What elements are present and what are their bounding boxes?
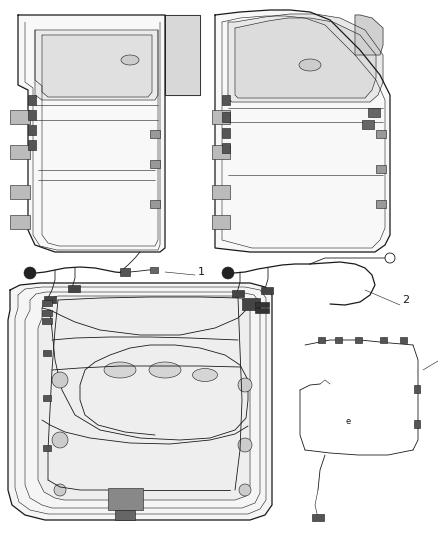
Polygon shape xyxy=(228,14,383,102)
Bar xyxy=(368,108,380,117)
Bar xyxy=(255,302,269,307)
Bar xyxy=(414,385,420,393)
Bar xyxy=(376,200,386,208)
Text: e: e xyxy=(345,417,350,426)
Bar xyxy=(362,120,374,129)
Polygon shape xyxy=(38,296,250,500)
Bar xyxy=(150,267,158,273)
Bar xyxy=(28,110,36,120)
Bar xyxy=(43,350,51,356)
Bar xyxy=(212,145,230,159)
Polygon shape xyxy=(165,15,200,95)
Bar xyxy=(261,287,273,294)
Bar xyxy=(28,95,36,105)
Circle shape xyxy=(52,432,68,448)
Bar xyxy=(120,268,130,276)
Bar xyxy=(44,296,56,303)
Bar xyxy=(28,125,36,135)
Bar xyxy=(10,110,30,124)
Bar xyxy=(68,285,80,292)
Polygon shape xyxy=(8,283,272,520)
Bar xyxy=(10,145,30,159)
Ellipse shape xyxy=(121,55,139,65)
Bar xyxy=(222,95,230,105)
Bar xyxy=(10,215,30,229)
Bar xyxy=(42,318,52,324)
Bar xyxy=(42,310,52,316)
Bar xyxy=(242,298,260,310)
Circle shape xyxy=(222,267,234,279)
Circle shape xyxy=(239,484,251,496)
Bar xyxy=(108,488,143,510)
Text: 2: 2 xyxy=(402,295,409,305)
Bar xyxy=(10,185,30,199)
Bar xyxy=(376,165,386,173)
Bar xyxy=(318,337,325,343)
Ellipse shape xyxy=(104,362,136,378)
Circle shape xyxy=(54,484,66,496)
Bar xyxy=(312,514,324,521)
Bar xyxy=(115,510,135,520)
Polygon shape xyxy=(355,15,383,55)
Bar xyxy=(255,308,269,313)
Circle shape xyxy=(24,267,36,279)
Bar xyxy=(222,112,230,122)
Polygon shape xyxy=(35,30,158,100)
Bar xyxy=(355,337,362,343)
Bar xyxy=(212,185,230,199)
Bar xyxy=(414,420,420,428)
Ellipse shape xyxy=(149,362,181,378)
Bar xyxy=(43,445,51,451)
Circle shape xyxy=(238,438,252,452)
Bar xyxy=(212,215,230,229)
Bar xyxy=(232,290,244,297)
Bar xyxy=(335,337,342,343)
Bar xyxy=(376,130,386,138)
Bar xyxy=(150,130,160,138)
Polygon shape xyxy=(235,18,376,98)
Bar xyxy=(212,110,230,124)
Text: 1: 1 xyxy=(198,267,205,277)
Ellipse shape xyxy=(299,59,321,71)
Bar xyxy=(43,395,51,401)
Circle shape xyxy=(238,378,252,392)
Bar xyxy=(222,143,230,153)
Bar xyxy=(222,128,230,138)
Polygon shape xyxy=(42,35,152,97)
Bar xyxy=(42,300,52,306)
Polygon shape xyxy=(215,10,390,252)
Ellipse shape xyxy=(192,368,218,382)
Bar xyxy=(150,160,160,168)
Bar xyxy=(380,337,387,343)
Circle shape xyxy=(52,372,68,388)
Bar xyxy=(28,140,36,150)
Bar xyxy=(150,200,160,208)
Polygon shape xyxy=(18,15,165,252)
Bar xyxy=(400,337,407,343)
